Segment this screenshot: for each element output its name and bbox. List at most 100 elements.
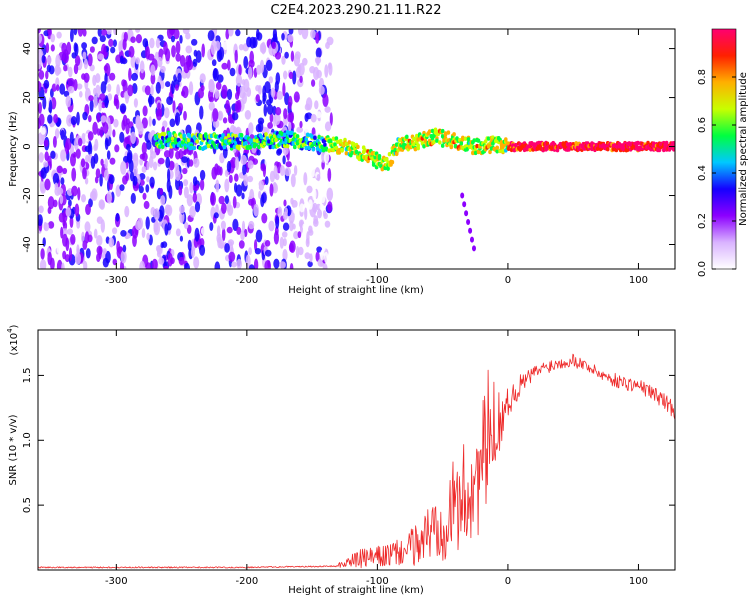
spectrogram-noise-point <box>293 231 299 240</box>
spectrogram-noise-point <box>62 250 67 260</box>
spectrogram-noise-point <box>316 69 322 79</box>
spectrogram-noise-point <box>324 106 331 113</box>
spectrogram-signal-point <box>636 140 640 146</box>
spectrogram-noise-point <box>128 159 134 173</box>
spectrogram-noise-point <box>82 29 87 37</box>
spectrogram-noise-point <box>281 55 286 65</box>
spectrogram-noise-point <box>126 143 131 151</box>
colorbar: 0.0 0.2 0.4 0.6 0.8 Normalized spectral ampl… <box>697 28 749 277</box>
spectrogram-noise-point <box>235 184 243 197</box>
spectrogram-frame <box>37 28 676 270</box>
spectrogram-noise-point <box>131 83 138 94</box>
spectrogram-noise-point <box>226 160 232 173</box>
spectrogram-noise-point <box>252 37 258 48</box>
spectrogram-noise-point <box>312 188 317 201</box>
spectrogram-noise-point <box>236 258 242 269</box>
spectrogram-noise-point <box>122 38 127 51</box>
spectrogram-noise-point <box>175 150 181 160</box>
spectrogram-noise-point <box>102 257 109 268</box>
spectrogram-noise-point <box>96 112 101 123</box>
spectrogram-noise-point <box>115 212 120 222</box>
spectrogram-signal-point <box>173 133 178 138</box>
spectrogram-noise-point <box>145 184 150 193</box>
spectrogram-noise-point <box>158 257 165 265</box>
spectrogram-signal-point <box>304 136 309 142</box>
spectrogram-signal-point <box>435 138 439 143</box>
spectrogram-noise-point <box>228 174 233 184</box>
spectrogram-signal-point <box>160 144 165 149</box>
spectrogram-noise-point <box>235 74 243 87</box>
spectrogram-noise-point <box>216 48 223 63</box>
spectrogram-noise-point <box>234 156 240 171</box>
spectrogram-noise-point <box>130 131 137 144</box>
spectrogram-noise-point <box>124 136 130 144</box>
spectrogram-noise-point <box>309 253 313 263</box>
spectrogram-noise-point <box>40 183 46 194</box>
spectrogram-noise-point <box>274 112 281 125</box>
spectrogram-noise-point <box>70 153 76 167</box>
spectrogram-noise-point <box>83 58 88 70</box>
spectrogram-noise-point <box>238 64 242 76</box>
spectrogram-signal-point <box>239 133 244 138</box>
spectrogram-noise-point <box>290 197 294 205</box>
spectrogram-noise-point <box>82 167 87 180</box>
x-tick-label: 0 <box>505 275 511 286</box>
y-tick-label: -20 <box>22 187 33 203</box>
spectrogram-noise-point <box>113 118 119 128</box>
spectrogram-noise-point <box>168 146 174 159</box>
spectrogram-signal-point <box>244 140 248 146</box>
spectrogram-noise-point <box>102 248 107 255</box>
colorbar-tick-label: 0.6 <box>697 117 708 133</box>
spectrogram-noise-point <box>191 38 198 46</box>
spectrogram-noise-point <box>266 99 272 106</box>
spectrogram-signal-point <box>222 144 227 150</box>
spectrogram-noise-point <box>293 165 298 176</box>
spectrogram-noise-point <box>60 129 65 140</box>
spectrogram-noise-point <box>261 41 266 55</box>
spectrogram-noise-point <box>38 132 45 146</box>
spectrogram-noise-point <box>236 226 242 235</box>
spectrogram-noise-point <box>106 150 111 160</box>
spectrogram-signal-point <box>206 143 211 149</box>
spectrogram-signal-point <box>188 134 192 139</box>
spectrogram-signal-point <box>356 144 360 150</box>
spectrogram-noise-point <box>95 84 101 98</box>
spectrogram-signal-point <box>295 134 300 139</box>
spectrogram-noise-point <box>164 204 171 215</box>
spectrogram-tail-point <box>470 236 474 243</box>
spectrogram-signal-point <box>472 138 477 143</box>
spectrogram-noise-point <box>160 65 166 73</box>
spectrogram-noise-point <box>70 234 76 245</box>
spectrogram-noise-point <box>150 151 157 159</box>
spectrogram-signal-point <box>354 149 359 155</box>
spectrogram-noise-point <box>67 77 75 88</box>
spectrogram-noise-point <box>62 52 69 64</box>
spectrogram-noise-point <box>102 122 109 134</box>
spectrogram-noise-point <box>185 45 193 54</box>
spectrogram-signal-point <box>232 144 237 149</box>
spectrogram-noise-point <box>53 113 58 124</box>
spectrogram-noise-point <box>232 112 239 121</box>
spectrogram-noise-point <box>70 29 74 43</box>
spectrogram-noise-point <box>211 166 217 180</box>
spectrogram-noise-point <box>89 64 95 72</box>
spectrogram-noise-point <box>93 87 97 96</box>
spectrogram-noise-point <box>263 103 268 117</box>
spectrogram-noise-point <box>293 53 301 67</box>
spectrogram-noise-point <box>287 112 294 124</box>
spectrogram-signal-point <box>443 131 448 136</box>
spectrogram-noise-point <box>236 84 241 97</box>
spectrogram-noise-point <box>327 90 334 103</box>
spectrogram-noise-point <box>181 85 189 99</box>
spectrogram-noise-point <box>264 155 270 169</box>
spectrogram-noise-point <box>81 42 87 50</box>
spectrogram-noise-point <box>40 127 46 135</box>
spectrogram-noise-point <box>163 265 169 269</box>
spectrogram-signal-point <box>172 143 176 148</box>
spectrogram-noise-point <box>314 56 322 64</box>
spectrogram-noise-point <box>67 228 73 235</box>
spectrogram-signal-point <box>377 156 382 161</box>
spectrogram-noise-point <box>248 59 255 68</box>
spectrogram-noise-point <box>298 62 305 76</box>
